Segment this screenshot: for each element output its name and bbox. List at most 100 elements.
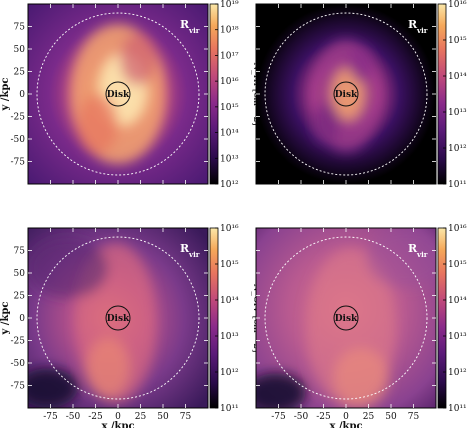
x-tick-label: 75 [408, 412, 420, 422]
y-tick-label: 75 [14, 247, 26, 257]
gas-blob [28, 368, 78, 408]
virial-radius-circle [36, 12, 200, 176]
column-density-map [28, 228, 208, 408]
heatmap-panel: Disk R vir -75 -50 -25 0 25 50 75 75 50 25 0 -25 -50 -75… [0, 224, 261, 428]
colorbar-tick-label: 10¹⁸ [220, 26, 239, 36]
y-tick-label: 50 [14, 269, 26, 279]
gas-structure [70, 24, 166, 164]
y-tick-label: 50 [14, 45, 26, 55]
y-tick-label: 0 [19, 314, 25, 324]
rvir-label: R [408, 18, 418, 31]
colorbar-tick-label: 10¹³ [448, 332, 467, 342]
colorbar-tick-label: 10¹¹ [448, 404, 467, 414]
y-tick-label: -25 [11, 337, 26, 347]
x-tick-label: -50 [294, 412, 309, 422]
x-tick-label: -75 [271, 412, 286, 422]
y-tick-label: -50 [11, 135, 26, 145]
colorbar-tick-label: 10¹² [448, 144, 467, 154]
column-density-map [256, 4, 436, 184]
virial-radius-circle [264, 12, 428, 176]
x-axis-label: x /kpc [329, 421, 362, 428]
x-tick-label: -25 [88, 412, 103, 422]
colorbar-tick-label: 10¹¹ [220, 404, 239, 414]
colorbar-tick-label: 10¹⁴ [448, 72, 467, 82]
colorbar-tick-label: 10¹² [448, 368, 467, 378]
x-tick-label: 75 [180, 412, 192, 422]
colorbar-tick-label: 10¹⁶ [220, 224, 239, 234]
virial-radius-circle [264, 236, 428, 400]
colorbar-tick-label: 10¹⁶ [220, 77, 239, 87]
colorbar-tick-label: 10¹⁵ [448, 36, 467, 46]
rvir-subscript: vir [188, 26, 200, 35]
virial-radius-circle [36, 236, 200, 400]
gas-blob [120, 33, 156, 85]
gas-blob [78, 94, 118, 154]
colorbar-tick-label: 10¹⁵ [448, 260, 467, 270]
colorbar-tick-label: 10¹⁵ [220, 260, 239, 270]
x-tick-label: 0 [115, 412, 121, 422]
gas-blob [312, 104, 340, 144]
colorbar-tick-label: 10¹¹ [448, 180, 467, 190]
y-tick-label: -50 [11, 359, 26, 369]
disk-label: Disk [335, 314, 358, 324]
y-tick-label: 25 [14, 292, 26, 302]
x-tick-label: 50 [157, 412, 169, 422]
rvir-label: R [408, 242, 418, 255]
colorbar-tick-label: 10¹⁴ [220, 129, 239, 139]
colorbar-tick-label: 10¹³ [220, 332, 239, 342]
y-tick-label: 75 [14, 23, 26, 33]
colorbar-tick-label: 10¹⁴ [220, 296, 239, 306]
gas-blob [333, 348, 389, 408]
y-axis-label: y /kpc [0, 302, 11, 336]
gas-structure [312, 40, 380, 152]
x-tick-label: 50 [385, 412, 397, 422]
gas-blob [332, 68, 364, 120]
gas-blob [28, 238, 108, 298]
y-tick-label: -25 [11, 113, 26, 123]
colorbar-tick-label: 10¹⁷ [220, 51, 239, 61]
disk-circle [333, 81, 359, 107]
colorbar [209, 227, 219, 409]
colorbar-tick-label: 10¹⁶ [448, 224, 467, 234]
disk-label: Disk [107, 90, 130, 100]
y-tick-label: 0 [19, 90, 25, 100]
y-tick-label: -75 [11, 382, 26, 392]
rvir-label: R [180, 242, 190, 255]
heatmap-panel: Disk R vir -75 -50 -25 0 25 50 75 x /kpc 10¹¹ 10¹² 10… [255, 224, 467, 428]
colorbar-tick-label: 10¹² [220, 368, 239, 378]
column-density-map [28, 4, 208, 184]
disk-circle [333, 305, 359, 331]
gas-blob [86, 338, 130, 398]
colorbar-tick-label: 10¹⁶ [448, 0, 467, 10]
y-tick-label: 25 [14, 68, 26, 78]
x-tick-label: 25 [135, 412, 147, 422]
colorbar-tick-label: 10¹⁴ [448, 296, 467, 306]
colorbar-tick-label: 10¹³ [448, 108, 467, 118]
rvir-label: R [180, 18, 190, 31]
disk-label: Disk [335, 90, 358, 100]
x-tick-label: 25 [363, 412, 375, 422]
colorbar-tick-label: 10¹⁵ [220, 103, 239, 113]
rvir-subscript: vir [416, 26, 428, 35]
disk-circle [105, 81, 131, 107]
column-density-map [256, 228, 436, 408]
disk-label: Disk [107, 314, 130, 324]
rvir-subscript: vir [416, 250, 428, 259]
gas-blob [349, 46, 373, 82]
disk-circle [105, 305, 131, 331]
colorbar-tick-label: 10¹⁹ [220, 0, 239, 10]
gas-structure [28, 238, 156, 408]
colorbar [209, 3, 219, 185]
colorbar-tick-label: 10¹³ [220, 154, 239, 164]
x-axis-label: x /kpc [101, 421, 134, 428]
colorbar [437, 227, 447, 409]
colorbar [437, 3, 447, 185]
y-axis-label: y /kpc [0, 78, 11, 112]
x-tick-label: -75 [43, 412, 58, 422]
y-tick-label: -75 [11, 158, 26, 168]
x-tick-label: -25 [316, 412, 331, 422]
gas-blob [256, 373, 306, 408]
heatmap-panel: Disk R vir 75 50 25 0 -25 -50 -75 y /kpc 10¹² 10¹³ 10… [0, 0, 261, 190]
heatmap-panel: DiskRvir10¹¹10¹²10¹³10¹⁴10¹⁵10¹⁶N_SiII [… [255, 0, 467, 190]
